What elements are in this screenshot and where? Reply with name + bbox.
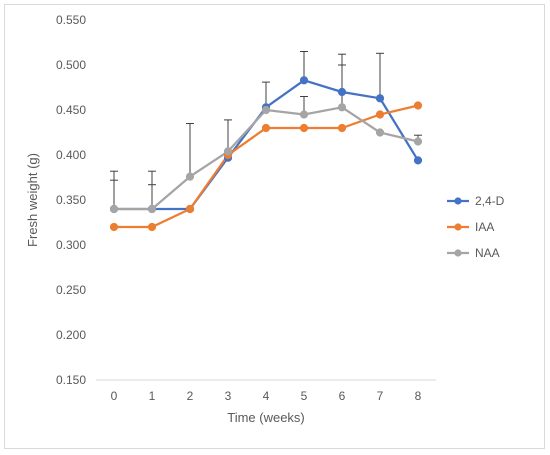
y-tick-label: 0.450 xyxy=(56,103,86,117)
legend-marker xyxy=(454,197,462,205)
data-point xyxy=(147,222,157,232)
x-tick-label: 1 xyxy=(149,389,156,403)
data-point xyxy=(261,105,271,115)
x-tick-label: 7 xyxy=(377,389,384,403)
y-tick-label: 0.250 xyxy=(56,283,86,297)
legend-label: 2,4-D xyxy=(475,194,505,208)
y-axis-tick-labels: 0.150 0.200 0.250 0.300 0.350 0.400 0.450 0.500… xyxy=(56,13,86,387)
legend: 2,4-D IAA NAA xyxy=(447,194,505,260)
data-point xyxy=(375,110,385,119)
y-tick-label: 0.350 xyxy=(56,193,86,207)
data-point xyxy=(299,123,309,133)
x-tick-label: 2 xyxy=(187,389,194,403)
y-tick-label: 0.200 xyxy=(56,328,86,342)
y-axis-label: Fresh weight (g) xyxy=(25,153,40,247)
data-point xyxy=(337,87,347,97)
line-chart: 0.150 0.200 0.250 0.300 0.350 0.400 0.450 0.500… xyxy=(25,13,505,425)
data-point xyxy=(185,204,195,214)
data-point xyxy=(109,204,119,214)
y-tick-label: 0.300 xyxy=(56,238,86,252)
legend-marker xyxy=(454,223,462,231)
x-tick-label: 0 xyxy=(111,389,118,403)
data-point xyxy=(299,76,309,85)
x-tick-label: 4 xyxy=(263,389,270,403)
x-tick-label: 5 xyxy=(301,389,308,403)
legend-label: IAA xyxy=(475,220,494,234)
y-tick-label: 0.500 xyxy=(56,58,86,72)
data-point xyxy=(413,156,423,165)
data-point xyxy=(223,147,233,156)
data-point xyxy=(375,94,385,103)
y-tick-label: 0.400 xyxy=(56,148,86,162)
data-point xyxy=(375,128,385,137)
data-point xyxy=(299,110,309,119)
series-markers xyxy=(109,76,423,232)
series-line xyxy=(114,106,419,211)
x-tick-label: 6 xyxy=(339,389,346,403)
data-point xyxy=(185,172,195,181)
data-point xyxy=(413,101,423,110)
error-bars xyxy=(110,51,422,209)
x-tick-label: 3 xyxy=(225,389,232,403)
data-point xyxy=(109,222,119,232)
y-tick-label: 0.550 xyxy=(56,13,86,27)
x-axis-label: Time (weeks) xyxy=(227,410,305,425)
y-tick-label: 0.150 xyxy=(56,373,86,387)
data-point xyxy=(261,123,271,133)
legend-label: NAA xyxy=(475,246,500,260)
data-point xyxy=(413,137,423,146)
data-point xyxy=(337,103,347,112)
legend-marker xyxy=(454,249,462,257)
x-axis-tick-labels: 0 1 2 3 4 5 6 7 8 xyxy=(111,389,422,403)
data-point xyxy=(147,204,157,214)
x-tick-label: 8 xyxy=(415,389,422,403)
data-point xyxy=(337,123,347,133)
chart-area: 0.150 0.200 0.250 0.300 0.350 0.400 0.450 0.500… xyxy=(4,4,545,449)
